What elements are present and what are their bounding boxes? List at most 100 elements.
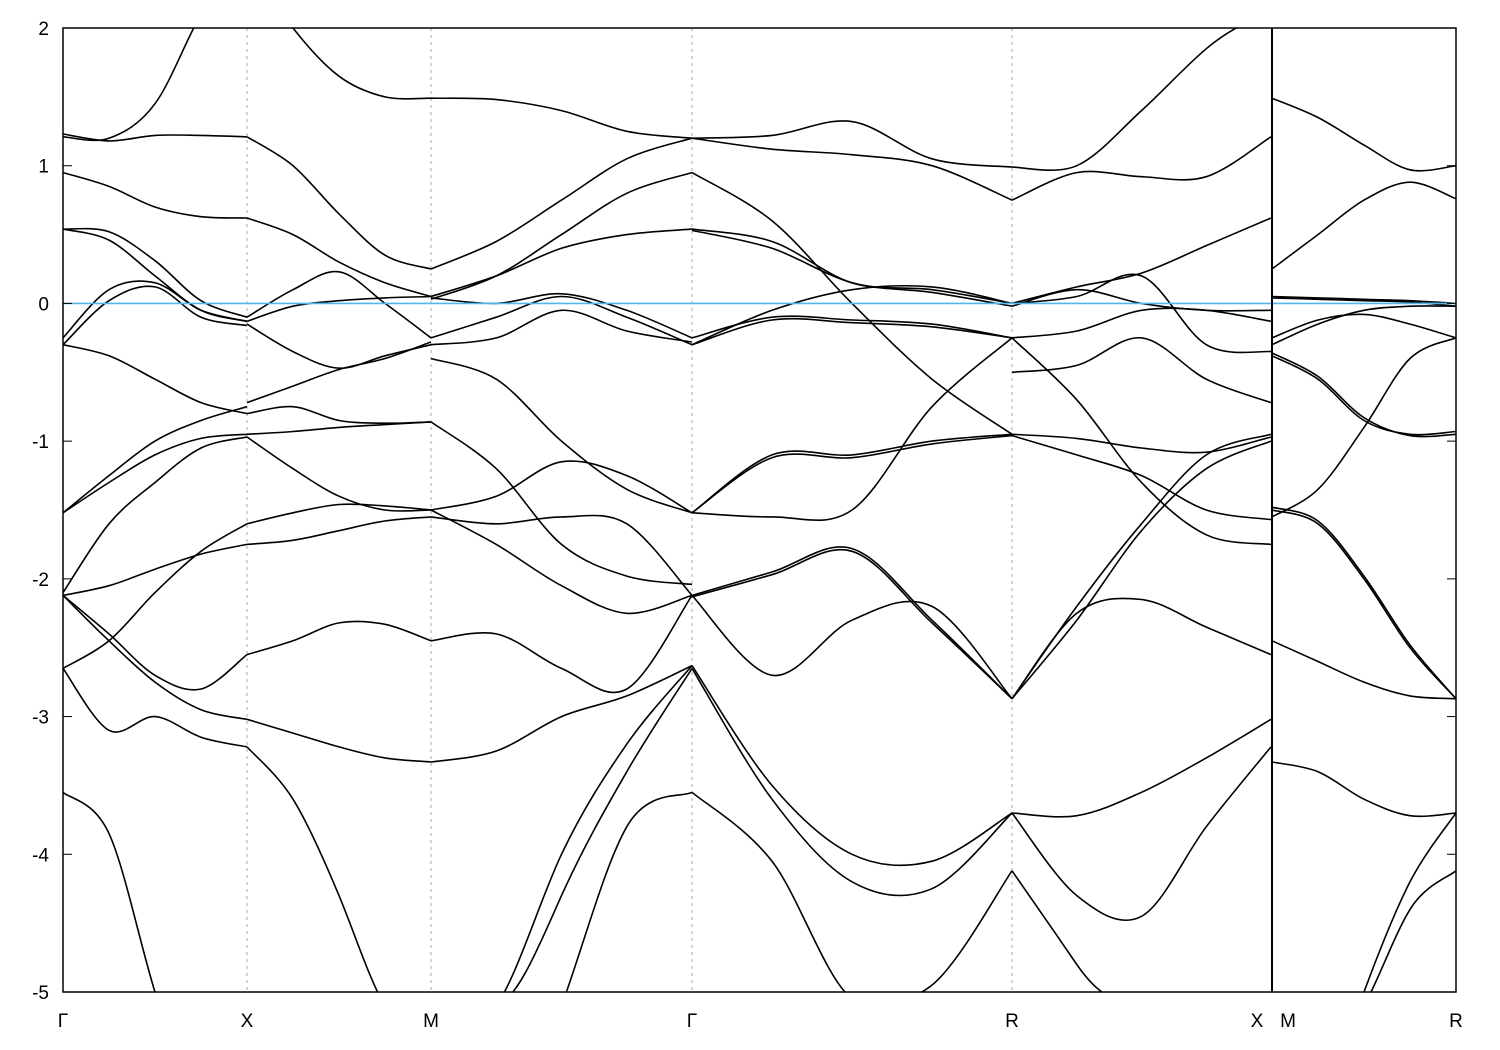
band-line: [1011, 597, 1272, 700]
kpoint-label: R: [1005, 1011, 1019, 1032]
band-line: [246, 295, 432, 323]
band-line: [1271, 313, 1456, 339]
band-line: [1011, 28, 1238, 171]
band-line: [246, 516, 432, 546]
kpoint-label: X: [1251, 1011, 1264, 1032]
kpoint-label: M: [1280, 1011, 1296, 1032]
kpoint-label: M: [423, 1011, 439, 1032]
band-line: [430, 514, 693, 596]
band-line: [430, 171, 693, 301]
band-line: [246, 323, 432, 370]
band-line: [691, 337, 1013, 522]
band-line: [430, 295, 693, 346]
band-line: [1011, 870, 1103, 992]
y-tick-label: 0: [38, 294, 49, 315]
band-line: [1271, 181, 1456, 270]
band-line: [1011, 273, 1272, 354]
band-line: [63, 436, 248, 594]
band-line: [246, 718, 432, 763]
band-line: [1011, 440, 1272, 700]
kpoint-label: R: [1449, 1011, 1463, 1032]
y-tick-label: -5: [32, 983, 49, 1004]
band-line: [1271, 640, 1456, 700]
band-line: [430, 137, 693, 270]
band-line: [430, 594, 693, 694]
y-tick-label: -1: [32, 432, 49, 453]
band-line: [63, 523, 248, 670]
band-line: [691, 665, 1013, 867]
band-line: [1011, 434, 1272, 521]
band-line: [63, 594, 248, 721]
band-line: [1271, 509, 1456, 700]
band-line: [430, 421, 693, 586]
y-tick-label: -4: [32, 845, 49, 866]
band-line: [691, 434, 1013, 514]
kpoint-gridlines: [246, 28, 1013, 992]
band-line: [1362, 812, 1456, 992]
band-line: [511, 667, 693, 992]
band-line: [291, 28, 432, 100]
band-line: [63, 343, 248, 415]
band-line: [430, 97, 693, 139]
y-tick-label: 1: [38, 157, 49, 178]
band-line: [430, 460, 693, 514]
band-line: [63, 594, 248, 691]
band-line: [63, 405, 248, 514]
band-line: [1271, 295, 1456, 305]
band-line: [691, 667, 1013, 897]
band-line: [1011, 746, 1272, 922]
band-line: [63, 227, 248, 318]
band-line: [1271, 97, 1456, 172]
band-line: [1011, 718, 1272, 818]
band-line: [1271, 352, 1456, 438]
band-line: [246, 405, 432, 425]
band-line: [430, 228, 693, 298]
band-line: [430, 357, 693, 514]
band-line: [246, 341, 432, 404]
band-line: [691, 120, 1013, 168]
band-line: [1271, 305, 1456, 346]
band-line: [63, 171, 248, 219]
band-line: [1370, 870, 1456, 992]
band-line: [246, 136, 432, 270]
band-line: [63, 228, 248, 323]
y-axis: 2 1 0 -1 -2 -3 -4 -5: [32, 19, 1456, 1004]
kpoint-label: X: [241, 1011, 254, 1032]
band-line: [1011, 433, 1272, 700]
y-tick-label: -3: [32, 708, 49, 729]
band-line: [1011, 433, 1272, 454]
band-line: [430, 309, 693, 346]
band-line: [1271, 337, 1456, 518]
band-line: [430, 292, 693, 339]
band-line: [1011, 337, 1272, 546]
band-line: [246, 746, 379, 992]
y-tick-label: 2: [38, 19, 49, 40]
bands: [63, 28, 1456, 992]
band-line: [246, 503, 432, 525]
band-line: [1011, 337, 1272, 404]
y-tick-label: -2: [32, 570, 49, 591]
band-line: [1271, 761, 1456, 818]
kpoint-label: Γ: [58, 1011, 68, 1032]
band-line: [63, 285, 248, 346]
band-line: [63, 28, 195, 142]
band-line: [430, 509, 693, 615]
band-line: [691, 284, 1013, 346]
band-line: [691, 433, 1013, 514]
band-line: [691, 317, 1013, 346]
band-line: [63, 667, 248, 748]
band-line: [503, 665, 693, 992]
band-line: [246, 270, 432, 339]
band-line: [246, 436, 432, 512]
band-line: [63, 543, 248, 597]
band-line: [1011, 307, 1272, 339]
band-line: [1011, 136, 1272, 201]
band-line: [691, 594, 1013, 700]
band-line: [1011, 217, 1272, 305]
band-line: [691, 315, 1013, 339]
plot-frame: [62, 27, 1457, 993]
band-line: [63, 791, 157, 992]
band-line: [565, 791, 693, 992]
band-line: [246, 217, 432, 298]
